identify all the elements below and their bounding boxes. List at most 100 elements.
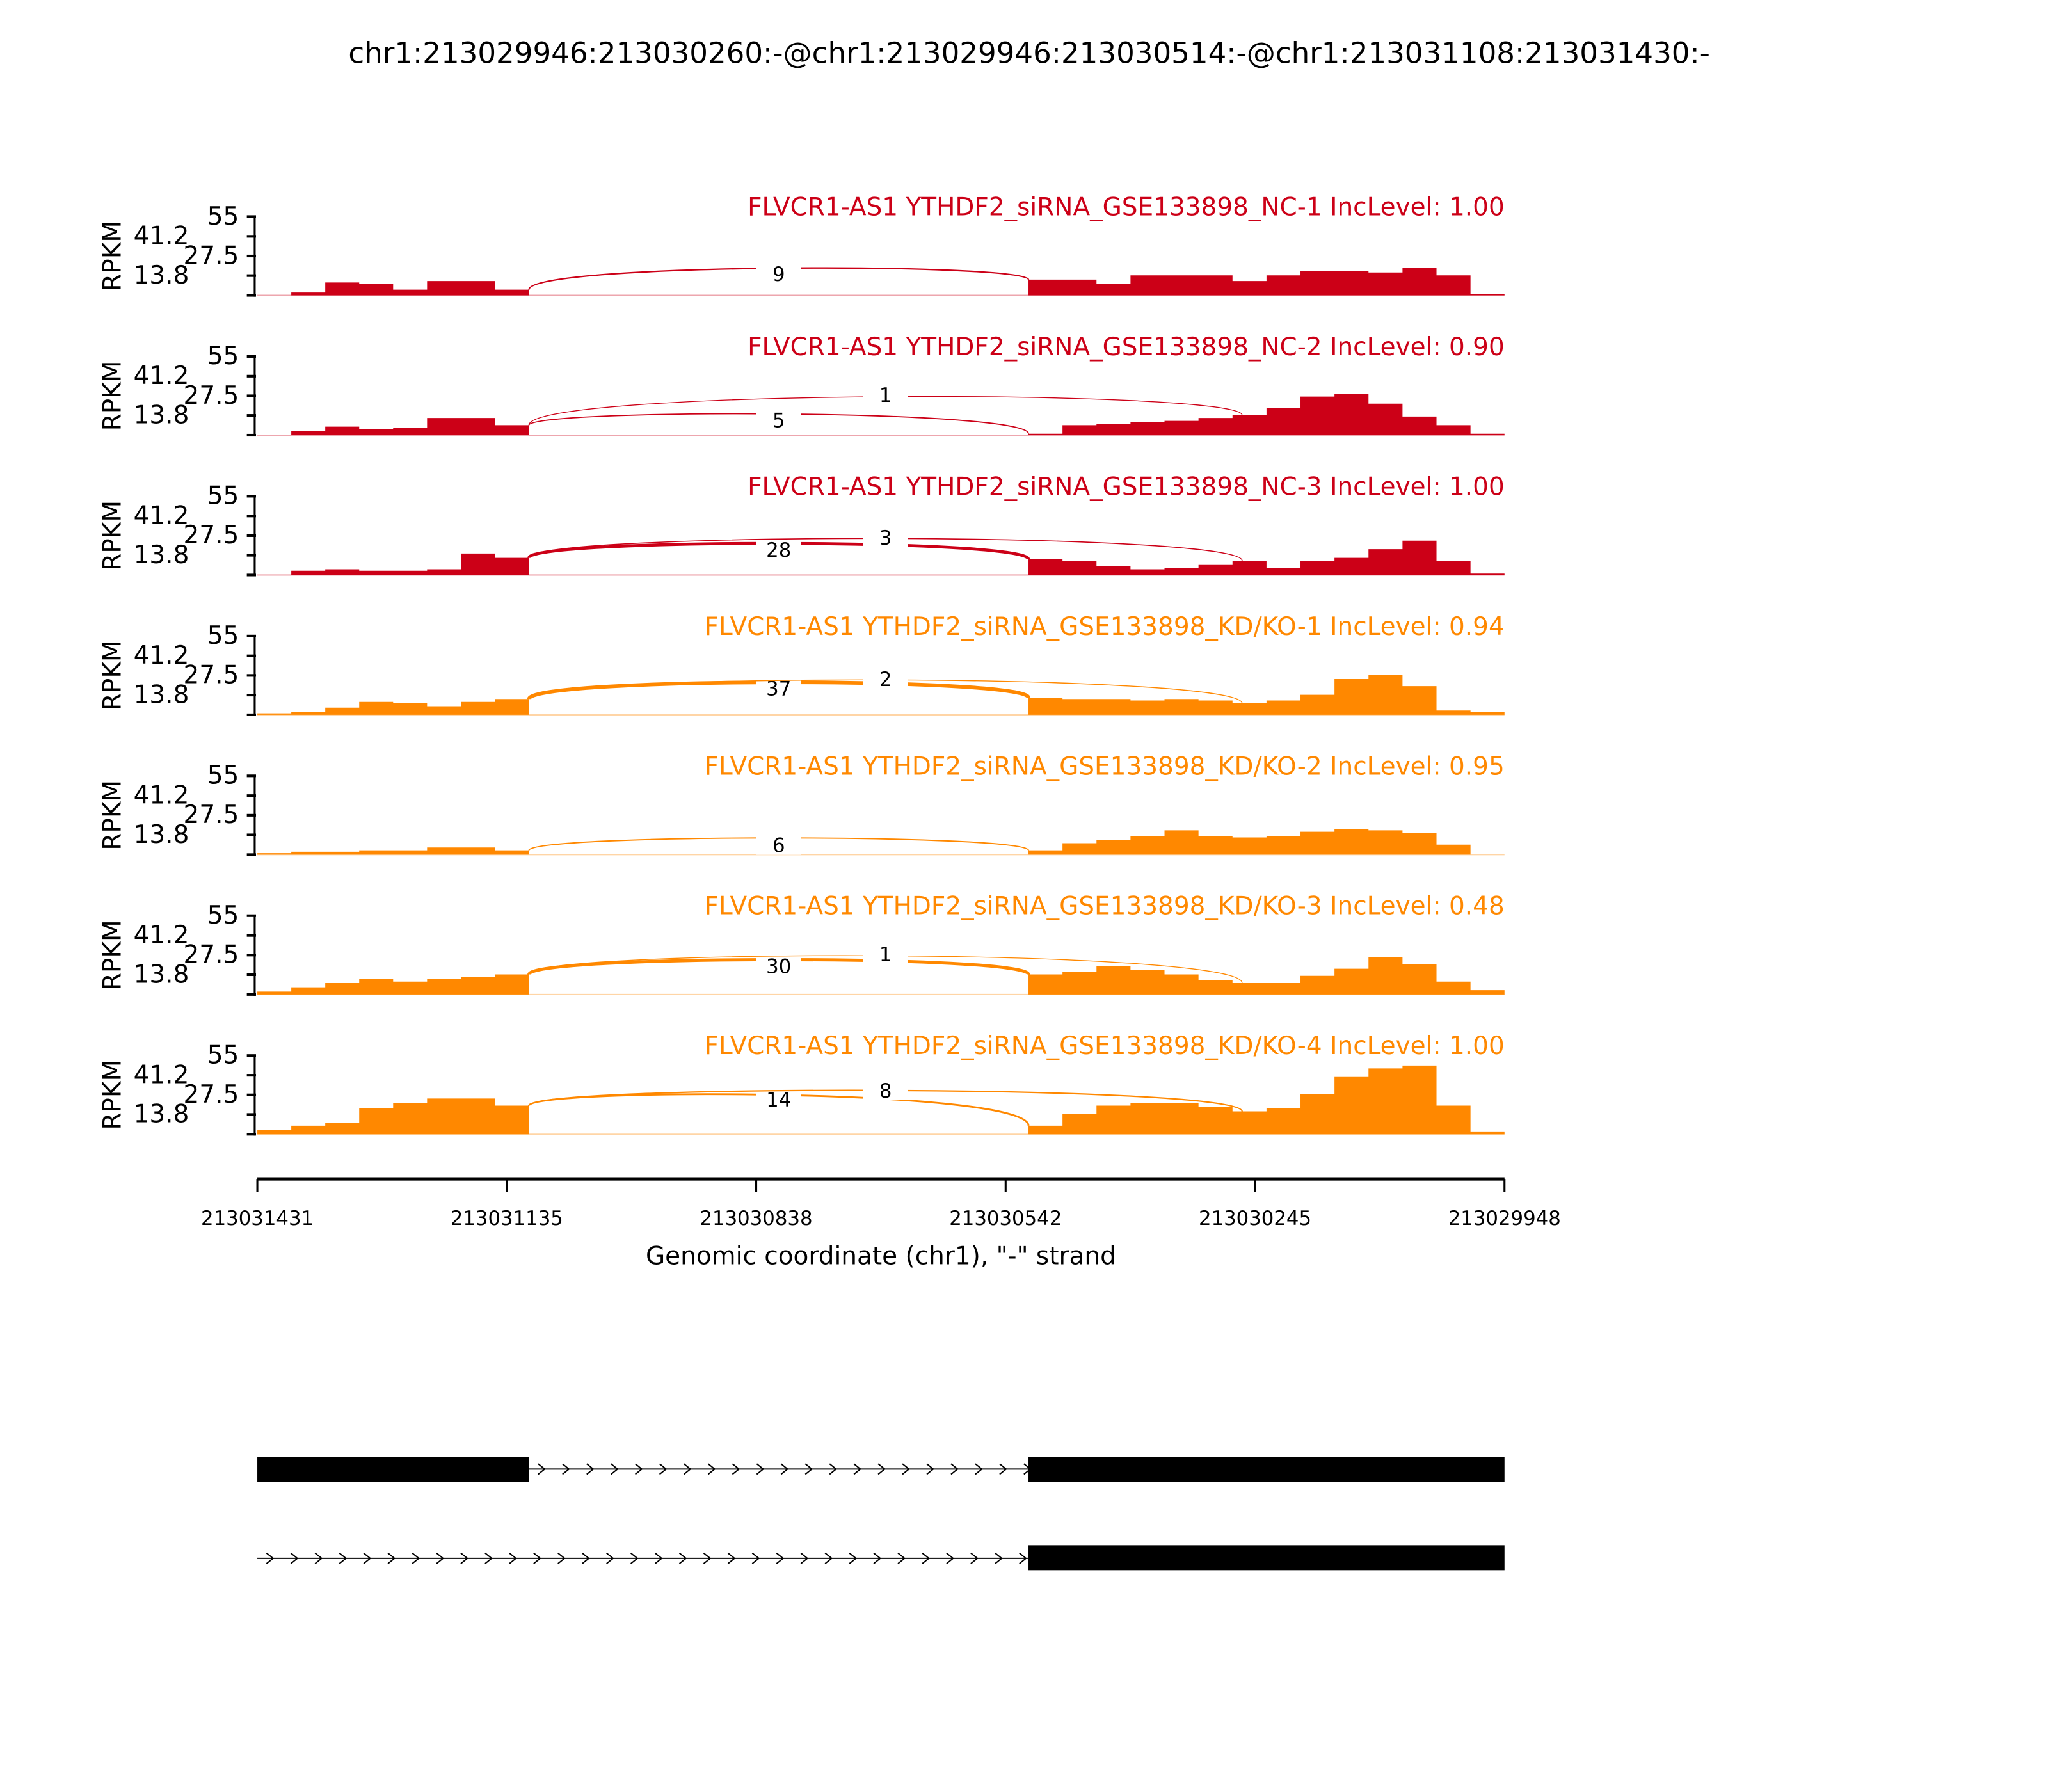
y-tick-label: 41.2 — [134, 921, 189, 950]
track-label: FLVCR1-AS1 YTHDF2_siRNA_GSE133898_KD/KO-… — [705, 1032, 1505, 1060]
strand-arrow-icon — [707, 1463, 716, 1475]
y-tick-label: 41.2 — [134, 362, 189, 390]
coverage-exon1 — [257, 1098, 529, 1135]
y-tick-label: 27.5 — [184, 661, 239, 690]
strand-arrow-icon — [873, 1552, 882, 1564]
y-tick-label: 27.5 — [184, 801, 239, 829]
strand-arrow-icon — [849, 1552, 858, 1564]
y-axis-label: RPKM — [99, 1060, 127, 1130]
x-axis-label: Genomic coordinate (chr1), "-" strand — [646, 1242, 1116, 1270]
strand-arrow-icon — [678, 1552, 687, 1564]
chart-title: chr1:213029946:213030260:-@chr1:21302994… — [348, 36, 1710, 70]
strand-arrow-icon — [266, 1552, 275, 1564]
strand-arrow-icon — [412, 1552, 420, 1564]
strand-arrow-icon — [557, 1552, 566, 1564]
transcript-2 — [257, 1545, 1505, 1571]
strand-arrow-icon — [897, 1552, 906, 1564]
junction-label-bg — [863, 524, 908, 548]
junction-label-bg — [756, 831, 801, 855]
strand-arrow-icon — [776, 1552, 785, 1564]
strand-arrow-icon — [853, 1463, 862, 1475]
strand-arrow-icon — [824, 1552, 833, 1564]
y-tick-label: 41.2 — [134, 1060, 189, 1089]
strand-arrow-icon — [902, 1463, 910, 1475]
track-4: FLVCR1-AS1 YTHDF2_siRNA_GSE133898_KD/KO-… — [99, 612, 1505, 716]
y-tick-label: 27.5 — [184, 1080, 239, 1109]
strand-arrow-icon — [829, 1463, 838, 1475]
x-tick-label: 213030245 — [1199, 1207, 1311, 1230]
gene-models — [257, 1457, 1505, 1571]
strand-arrow-icon — [922, 1552, 930, 1564]
coverage-exon2-3 — [1028, 829, 1505, 855]
strand-arrow-icon — [606, 1552, 614, 1564]
exon-block — [257, 1457, 529, 1482]
strand-arrow-icon — [683, 1463, 692, 1475]
y-axis-label: RPKM — [99, 780, 127, 851]
track-label: FLVCR1-AS1 YTHDF2_siRNA_GSE133898_KD/KO-… — [705, 612, 1505, 641]
y-tick-label: 55 — [207, 482, 239, 511]
strand-arrow-icon — [363, 1552, 372, 1564]
track-label: FLVCR1-AS1 YTHDF2_siRNA_GSE133898_KD/KO-… — [705, 892, 1505, 921]
strand-arrow-icon — [634, 1463, 643, 1475]
y-axis-label: RPKM — [99, 920, 127, 990]
strand-arrow-icon — [751, 1552, 760, 1564]
junction-label-bg — [863, 381, 908, 405]
track-2: FLVCR1-AS1 YTHDF2_siRNA_GSE133898_NC-2 I… — [99, 333, 1505, 437]
coverage-exon2-3 — [1028, 540, 1505, 575]
strand-arrow-icon — [999, 1463, 1007, 1475]
junction-count: 14 — [766, 1089, 791, 1112]
strand-arrow-icon — [611, 1463, 619, 1475]
junction-count: 30 — [766, 955, 791, 978]
strand-arrow-icon — [727, 1552, 736, 1564]
junction-label-bg — [756, 406, 801, 430]
strand-arrow-icon — [339, 1552, 348, 1564]
strand-arrow-icon — [533, 1552, 541, 1564]
y-axis-label: RPKM — [99, 361, 127, 431]
strand-arrow-icon — [970, 1552, 979, 1564]
strand-arrow-icon — [460, 1552, 468, 1564]
exon-block — [1242, 1545, 1505, 1571]
junction-label-bg — [756, 674, 801, 698]
strand-arrow-icon — [436, 1552, 444, 1564]
y-tick-label: 41.2 — [134, 222, 189, 251]
coverage-exon1 — [257, 974, 529, 995]
junction-count: 8 — [879, 1080, 892, 1103]
y-tick-label: 13.8 — [134, 261, 189, 290]
y-axis-label: RPKM — [99, 641, 127, 711]
y-tick-label: 41.2 — [134, 502, 189, 531]
y-tick-label: 13.8 — [134, 960, 189, 989]
junction-label-bg — [863, 664, 908, 689]
track-7: FLVCR1-AS1 YTHDF2_siRNA_GSE133898_KD/KO-… — [99, 1032, 1505, 1136]
coverage-exon2-3 — [1028, 675, 1505, 715]
track-5: FLVCR1-AS1 YTHDF2_siRNA_GSE133898_KD/KO-… — [99, 752, 1505, 858]
coverage-exon1 — [257, 847, 529, 855]
junction-count: 5 — [772, 409, 785, 432]
y-tick-label: 13.8 — [134, 401, 189, 429]
junction-count: 3 — [879, 527, 892, 550]
strand-arrow-icon — [756, 1463, 765, 1475]
coverage-exon2-3 — [1028, 1065, 1505, 1135]
x-axis: 213031431 213031135 213030838 213030542 2130… — [201, 1177, 1561, 1230]
coverage-exon2-3 — [1028, 268, 1505, 296]
y-tick-label: 55 — [207, 342, 239, 371]
strand-arrow-icon — [387, 1552, 396, 1564]
x-tick-label: 213029948 — [1448, 1207, 1561, 1230]
track-label: FLVCR1-AS1 YTHDF2_siRNA_GSE133898_KD/KO-… — [705, 752, 1505, 781]
y-tick-label: 55 — [207, 1041, 239, 1070]
strand-arrow-icon — [659, 1463, 668, 1475]
junction-count: 1 — [879, 943, 892, 966]
junction-count: 9 — [772, 263, 785, 286]
y-tick-label: 13.8 — [134, 541, 189, 570]
y-tick-label: 13.8 — [134, 1100, 189, 1129]
junction-count: 37 — [766, 678, 791, 701]
strand-arrow-icon — [804, 1463, 813, 1475]
y-tick-label: 55 — [207, 762, 239, 790]
coverage-exon2-3 — [1028, 394, 1505, 435]
track-6: FLVCR1-AS1 YTHDF2_siRNA_GSE133898_KD/KO-… — [99, 892, 1505, 996]
transcript-1 — [257, 1457, 1505, 1482]
x-tick-label: 213030838 — [700, 1207, 812, 1230]
x-tick-label: 213030542 — [949, 1207, 1062, 1230]
y-axis-label: RPKM — [99, 500, 127, 571]
x-tick-label: 213031431 — [201, 1207, 314, 1230]
